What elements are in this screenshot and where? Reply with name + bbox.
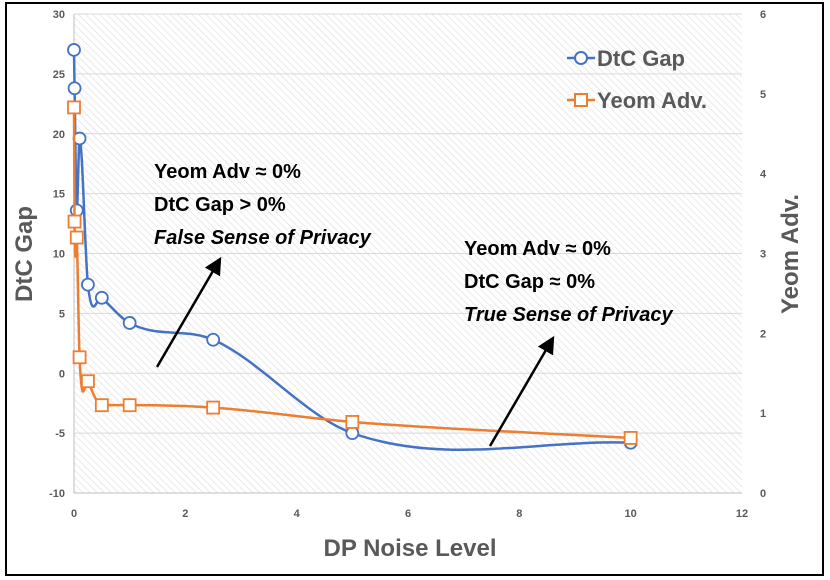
x-tick-2: 4: [294, 508, 301, 520]
y2-tick-3: 3: [760, 249, 766, 261]
y2-tick-1: 1: [760, 408, 766, 420]
y2-tick-5: 5: [760, 89, 766, 101]
y2-tick-2: 2: [760, 328, 766, 340]
point-yeom-adv-0: [67, 100, 81, 115]
point-yeom-adv-5: [94, 398, 109, 413]
point-dtc-gap-8: [345, 426, 360, 441]
point-yeom-adv-4: [81, 374, 95, 389]
x-tick-4: 8: [516, 508, 522, 520]
point-yeom-adv-7: [206, 400, 221, 415]
x-tick-0: 0: [71, 508, 77, 520]
annotation-2-line-2: DtC Gap ≈ 0%: [464, 271, 595, 293]
y-tick-4: 10: [53, 249, 65, 261]
y2-tick-0: 0: [760, 488, 766, 500]
gridlines: [74, 13, 742, 494]
annotation-1-line-1: Yeom Adv ≈ 0%: [154, 161, 301, 183]
point-yeom-adv-3: [72, 350, 87, 365]
y-tick-1: -5: [55, 428, 65, 440]
point-dtc-gap-0: [67, 43, 81, 57]
annotation-1-arrow: [155, 256, 222, 368]
annotation-2-line-3: True Sense of Privacy: [464, 304, 674, 326]
y2-tick-6: 6: [760, 9, 766, 21]
y-tick-8: 30: [53, 9, 65, 21]
point-dtc-gap-5: [94, 290, 109, 305]
y-tick-5: 15: [53, 189, 65, 201]
legend-yeom-label: Yeom Adv.: [597, 88, 707, 113]
x-tick-1: 2: [182, 508, 188, 520]
annotation-true-privacy: Yeom Adv ≈ 0% DtC Gap ≈ 0% True Sense of…: [464, 238, 674, 447]
point-yeom-adv-2: [69, 230, 84, 245]
annotation-2-arrow: [488, 335, 555, 447]
point-dtc-gap-1: [67, 81, 82, 96]
point-yeom-adv-9: [623, 431, 638, 445]
point-dtc-gap-2: [69, 203, 84, 218]
annotation-1-line-3: False Sense of Privacy: [154, 227, 372, 249]
series-layer: [67, 43, 638, 451]
legend-dtc-label: DtC Gap: [597, 46, 685, 71]
annotation-false-privacy: Yeom Adv ≈ 0% DtC Gap > 0% False Sense o…: [154, 161, 372, 368]
x-axis-title: DP Noise Level: [324, 535, 497, 562]
point-dtc-gap-4: [81, 277, 95, 292]
annotation-2-line-1: Yeom Adv ≈ 0%: [464, 238, 611, 260]
point-yeom-adv-8: [345, 415, 360, 429]
y-tick-0: -10: [49, 488, 65, 500]
point-dtc-gap-6: [122, 316, 137, 330]
point-dtc-gap-7: [206, 332, 221, 347]
point-yeom-adv-6: [122, 398, 137, 413]
y2-tick-4: 4: [760, 169, 767, 181]
legend-yeom-marker: [574, 93, 588, 107]
y-tick-7: 25: [53, 69, 65, 81]
y-tick-3: 5: [59, 308, 65, 320]
y-tick-2: 0: [59, 368, 65, 380]
y2-axis-title: Yeom Adv.: [777, 194, 804, 314]
legend-dtc-marker: [574, 51, 588, 65]
x-tick-6: 12: [736, 508, 748, 520]
y-tick-6: 20: [53, 129, 65, 141]
point-yeom-adv-1: [67, 214, 82, 229]
legend: DtC Gap Yeom Adv.: [567, 46, 707, 113]
x-tick-5: 10: [625, 508, 637, 520]
y-axis-title: DtC Gap: [11, 206, 38, 302]
annotation-1-line-2: DtC Gap > 0%: [154, 194, 286, 216]
x-tick-3: 6: [405, 508, 411, 520]
